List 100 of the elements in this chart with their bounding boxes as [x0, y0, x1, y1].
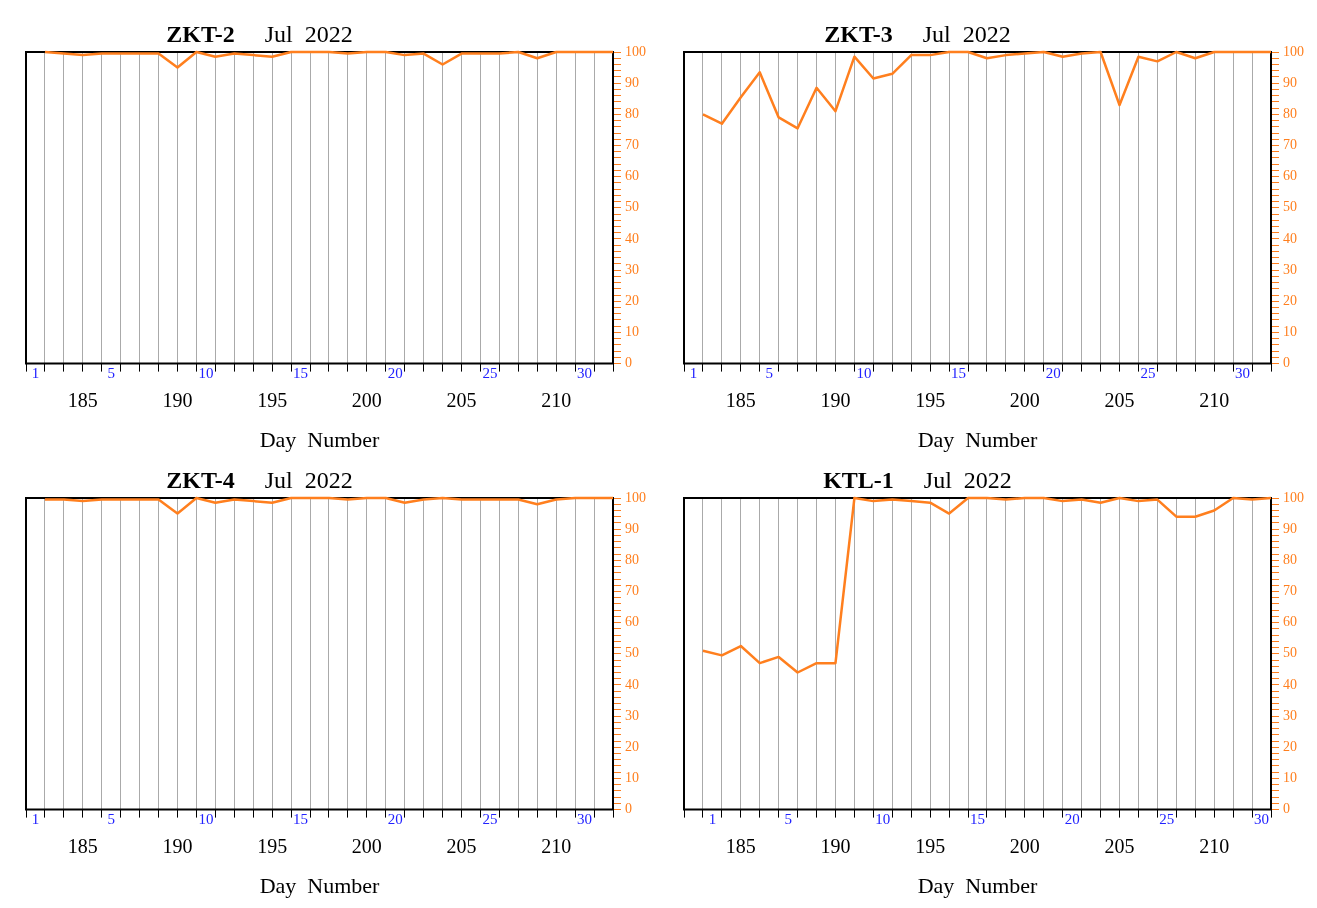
- x-tick-label: 200: [351, 388, 382, 411]
- chart-title: KTL-1: [823, 467, 894, 493]
- y-tick-label: 50: [625, 199, 639, 215]
- y-tick-label: 0: [625, 355, 632, 371]
- y-tick-label: 80: [625, 551, 639, 567]
- y-tick-label: 70: [625, 137, 639, 153]
- y-tick-label: 10: [625, 324, 639, 340]
- x2-tick-label: 5: [784, 811, 792, 828]
- chart-subtitle: Jul 2022: [264, 467, 353, 493]
- chart-title: ZKT-2: [166, 21, 235, 47]
- x-tick-label: 195: [915, 388, 946, 411]
- x-tick-label: 185: [67, 388, 98, 411]
- x2-tick-label: 25: [1159, 811, 1175, 828]
- y-tick-label: 30: [625, 261, 639, 277]
- x-tick-label: 205: [446, 388, 477, 411]
- x2-tick-label: 10: [198, 811, 214, 828]
- x2-tick-label: 30: [1254, 811, 1270, 828]
- x-tick-label: 205: [446, 834, 477, 857]
- y-tick-label: 100: [1283, 43, 1304, 59]
- y-tick-label: 40: [1283, 230, 1297, 246]
- y-tick-label: 80: [1283, 551, 1297, 567]
- x-axis-title: Day Number: [917, 872, 1039, 898]
- x-tick-label: 185: [725, 388, 756, 411]
- y-tick-label: 60: [625, 614, 639, 630]
- y-tick-label: 0: [1283, 355, 1290, 371]
- chart-title: ZKT-4: [166, 467, 235, 493]
- x2-tick-label: 20: [387, 811, 403, 828]
- y-tick-label: 70: [1283, 583, 1297, 599]
- y-tick-label: 10: [1283, 324, 1297, 340]
- x-tick-label: 190: [162, 834, 193, 857]
- y-tick-label: 60: [1283, 168, 1297, 184]
- x2-tick-label: 15: [951, 365, 967, 382]
- x-tick-label: 185: [67, 834, 98, 857]
- y-tick-label: 30: [1283, 707, 1297, 723]
- y-tick-label: 50: [1283, 199, 1297, 215]
- x-tick-label: 200: [1009, 388, 1040, 411]
- y-tick-label: 40: [625, 676, 639, 692]
- y-tick-label: 0: [1283, 801, 1290, 817]
- x2-tick-label: 1: [689, 365, 698, 382]
- x-tick-label: 200: [351, 834, 382, 857]
- x2-tick-label: 20: [387, 365, 403, 382]
- y-tick-label: 90: [1283, 74, 1297, 90]
- x2-tick-label: 15: [293, 365, 309, 382]
- x-axis-title: Day Number: [917, 426, 1039, 452]
- y-tick-label: 70: [1283, 137, 1297, 153]
- y-tick-label: 0: [625, 801, 632, 817]
- x2-tick-label: 5: [107, 365, 115, 382]
- y-tick-label: 50: [625, 645, 639, 661]
- y-tick-label: 80: [1283, 105, 1297, 121]
- y-tick-label: 40: [1283, 676, 1297, 692]
- x2-tick-label: 20: [1064, 811, 1080, 828]
- y-tick-label: 40: [625, 230, 639, 246]
- y-tick-label: 90: [625, 74, 639, 90]
- x2-tick-label: 25: [1140, 365, 1156, 382]
- y-tick-label: 100: [625, 489, 646, 505]
- y-tick-label: 70: [625, 583, 639, 599]
- y-tick-label: 20: [1283, 738, 1297, 754]
- x2-tick-label: 25: [482, 811, 498, 828]
- x-tick-label: 210: [1199, 834, 1230, 857]
- x2-tick-label: 1: [31, 365, 40, 382]
- x2-tick-label: 1: [31, 811, 40, 828]
- x-tick-label: 205: [1104, 834, 1135, 857]
- x2-tick-label: 25: [482, 365, 498, 382]
- y-tick-label: 10: [625, 770, 639, 786]
- chart-title: ZKT-3: [824, 21, 893, 47]
- x2-tick-label: 5: [765, 365, 773, 382]
- y-tick-label: 30: [1283, 261, 1297, 277]
- x-tick-label: 185: [725, 834, 756, 857]
- x-tick-label: 190: [820, 388, 851, 411]
- y-tick-label: 60: [625, 168, 639, 184]
- x-tick-label: 210: [1199, 388, 1230, 411]
- y-tick-label: 80: [625, 105, 639, 121]
- x2-tick-label: 30: [1235, 365, 1251, 382]
- y-tick-label: 50: [1283, 645, 1297, 661]
- x-tick-label: 210: [541, 834, 572, 857]
- x-tick-label: 195: [257, 388, 288, 411]
- x2-tick-label: 20: [1045, 365, 1061, 382]
- x-tick-label: 190: [820, 834, 851, 857]
- x-tick-label: 205: [1104, 388, 1135, 411]
- y-tick-label: 100: [625, 43, 646, 59]
- x2-tick-label: 1: [708, 811, 717, 828]
- x2-tick-label: 15: [293, 811, 309, 828]
- x2-tick-label: 5: [107, 811, 115, 828]
- x-tick-label: 210: [541, 388, 572, 411]
- x-tick-label: 190: [162, 388, 193, 411]
- y-tick-label: 100: [1283, 489, 1304, 505]
- y-tick-label: 60: [1283, 614, 1297, 630]
- chart-subtitle: Jul 2022: [923, 467, 1012, 493]
- chart-subtitle: Jul 2022: [922, 21, 1011, 47]
- x-tick-label: 195: [257, 834, 288, 857]
- y-tick-label: 10: [1283, 770, 1297, 786]
- x2-tick-label: 30: [577, 365, 593, 382]
- y-tick-label: 20: [625, 738, 639, 754]
- y-tick-label: 20: [1283, 292, 1297, 308]
- x-tick-label: 200: [1009, 834, 1040, 857]
- chart-subtitle: Jul 2022: [264, 21, 353, 47]
- x2-tick-label: 10: [856, 365, 872, 382]
- x2-tick-label: 10: [198, 365, 214, 382]
- x-tick-label: 195: [915, 834, 946, 857]
- y-tick-label: 20: [625, 292, 639, 308]
